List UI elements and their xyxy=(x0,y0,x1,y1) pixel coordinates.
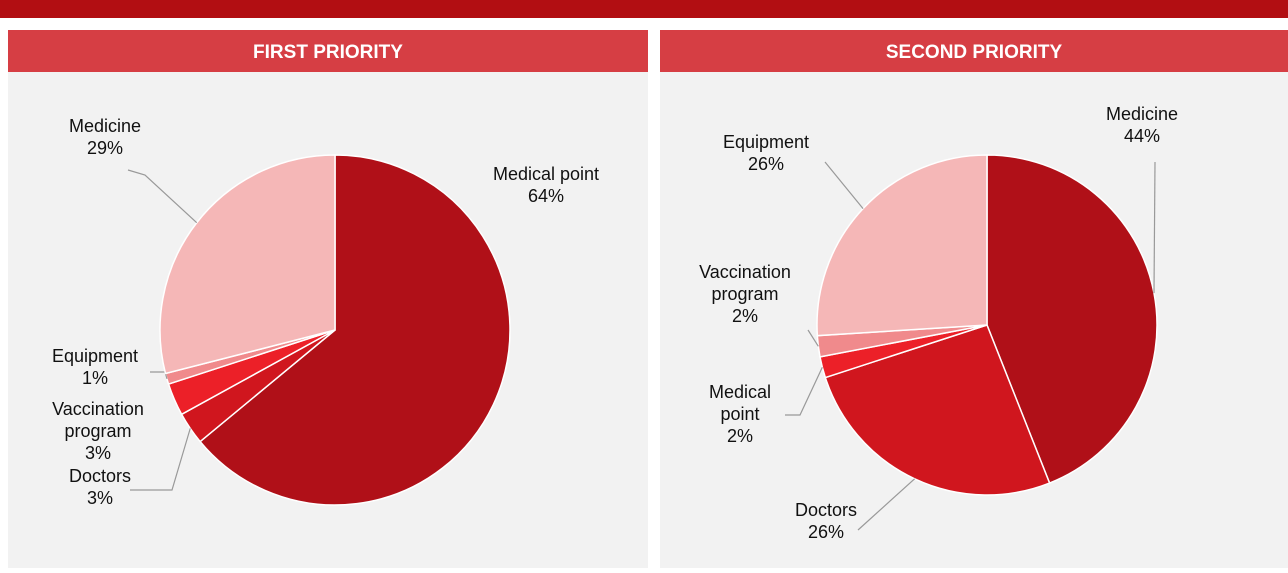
data-label: Vaccination program 2% xyxy=(699,262,791,326)
value-label: 2% xyxy=(727,426,753,446)
leader-line xyxy=(824,161,864,210)
leader-line xyxy=(1153,161,1156,294)
pie-slice xyxy=(199,154,511,506)
leader-line xyxy=(807,329,819,347)
data-label: Equipment 1% xyxy=(52,346,138,388)
leader-line xyxy=(130,428,191,491)
panel-header xyxy=(8,30,648,72)
data-label: Doctors 3% xyxy=(69,466,131,508)
value-label: 3% xyxy=(85,443,111,463)
panel-header xyxy=(660,30,1288,72)
category-label: Medical point xyxy=(493,164,599,184)
category-label: Equipment xyxy=(723,132,809,152)
pie-slice xyxy=(986,154,1158,485)
category-label: Medicine xyxy=(1106,104,1178,124)
category-label-line: Vaccination xyxy=(699,262,791,282)
category-label: Medicine xyxy=(69,116,141,136)
leader-line xyxy=(857,478,916,531)
leader-line xyxy=(127,169,198,224)
category-label-line: Medical xyxy=(709,382,771,402)
category-label: Vaccination program xyxy=(52,399,144,441)
top-banner xyxy=(0,0,1288,18)
value-label: 64% xyxy=(528,186,564,206)
value-label: 26% xyxy=(748,154,784,174)
data-label: Medicine 44% xyxy=(1106,104,1178,146)
data-label: Medical point 2% xyxy=(709,382,771,446)
data-label: Equipment 26% xyxy=(723,132,809,174)
chart-title: FIRST PRIORITY xyxy=(253,42,403,63)
category-label: Vaccination program xyxy=(699,262,791,304)
category-label-line: program xyxy=(711,284,778,304)
value-label: 1% xyxy=(82,368,108,388)
category-label-line: point xyxy=(720,404,759,424)
leader-line xyxy=(785,367,823,416)
category-label: Medical point xyxy=(709,382,771,424)
data-label: Vaccination program 3% xyxy=(52,399,144,463)
value-label: 2% xyxy=(732,306,758,326)
category-label-line: Vaccination xyxy=(52,399,144,419)
pie-slice xyxy=(159,154,336,375)
data-label: Medical point 64% xyxy=(493,164,599,206)
value-label: 29% xyxy=(87,138,123,158)
chart-title: SECOND PRIORITY xyxy=(886,42,1063,63)
value-label: 26% xyxy=(808,522,844,542)
data-label: Medicine 29% xyxy=(69,116,141,158)
category-label-line: program xyxy=(64,421,131,441)
category-label: Equipment xyxy=(52,346,138,366)
value-label: 3% xyxy=(87,488,113,508)
value-label: 44% xyxy=(1124,126,1160,146)
category-label: Doctors xyxy=(795,500,857,520)
data-label: Doctors 26% xyxy=(795,500,857,542)
category-label: Doctors xyxy=(69,466,131,486)
